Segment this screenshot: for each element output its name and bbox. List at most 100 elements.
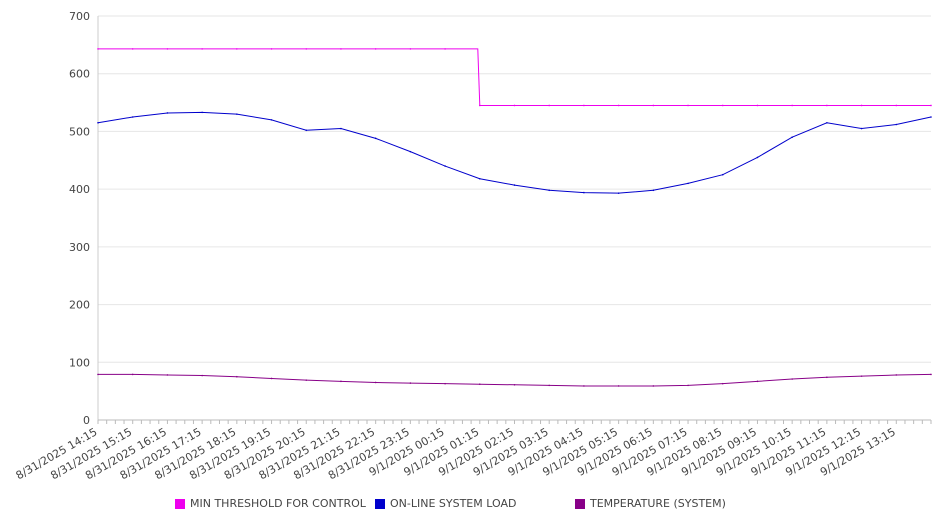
data-point: [201, 374, 203, 377]
data-point: [444, 165, 446, 167]
data-point: [131, 48, 134, 50]
data-point: [131, 116, 134, 118]
data-point: [826, 121, 828, 124]
y-tick-label: 0: [83, 414, 90, 427]
data-point: [374, 381, 377, 384]
legend-label: MIN THRESHOLD FOR CONTROL: [190, 497, 366, 510]
data-point: [236, 48, 238, 50]
data-point: [374, 137, 377, 140]
data-point: [930, 104, 932, 107]
data-point: [895, 123, 898, 126]
y-tick-label: 100: [69, 356, 90, 369]
data-point: [340, 127, 342, 130]
data-point: [652, 189, 655, 192]
data-point: [97, 121, 99, 124]
data-point: [548, 189, 551, 192]
data-point: [583, 385, 585, 387]
y-tick-label: 400: [69, 183, 90, 196]
data-point: [895, 104, 898, 107]
data-point: [756, 104, 759, 107]
data-point: [97, 373, 99, 376]
grid-lines: [98, 15, 931, 363]
data-point: [270, 119, 273, 121]
data-point: [687, 182, 689, 185]
data-point: [166, 48, 169, 50]
series-lines: [97, 48, 932, 387]
legend-swatch: [375, 498, 385, 509]
data-point: [548, 104, 551, 107]
data-point: [721, 382, 724, 385]
data-point: [652, 104, 655, 107]
data-point: [791, 378, 793, 380]
data-point: [305, 48, 308, 50]
data-point: [791, 104, 793, 107]
data-point: [166, 374, 169, 376]
legend-swatch: [175, 498, 185, 509]
y-tick-label: 200: [69, 299, 90, 312]
data-point: [687, 384, 689, 387]
data-point: [756, 156, 759, 159]
data-point: [270, 48, 273, 50]
data-point: [444, 382, 446, 385]
series-line-0: [98, 48, 931, 106]
legend: MIN THRESHOLD FOR CONTROL ON-LINE SYSTEM …: [0, 497, 946, 517]
data-point: [340, 380, 342, 383]
data-point: [617, 104, 620, 107]
data-point: [513, 104, 516, 107]
data-point: [548, 384, 551, 387]
data-point: [513, 184, 516, 186]
data-point: [478, 177, 481, 180]
y-tick-label: 500: [69, 125, 90, 138]
data-point: [409, 48, 412, 50]
data-point: [305, 129, 308, 132]
data-point: [340, 48, 342, 50]
chart-plot: 0 100 200 300 400 500 600 700 8/31/2025 14:158/…: [14, 10, 932, 482]
legend-item: TEMPERATURE (SYSTEM): [575, 497, 726, 510]
data-point: [409, 150, 412, 153]
data-point: [617, 192, 620, 194]
data-point: [444, 48, 446, 50]
series-line-1: [97, 111, 932, 194]
data-point: [478, 383, 481, 386]
axes: [97, 16, 932, 424]
data-point: [860, 104, 863, 107]
y-tick-label: 700: [69, 10, 90, 23]
data-point: [583, 104, 585, 107]
data-point: [374, 48, 377, 50]
data-point: [236, 375, 238, 378]
data-point: [791, 136, 793, 138]
data-point: [236, 113, 238, 115]
x-tick-labels: 8/31/2025 14:158/31/2025 15:158/31/2025 …: [14, 425, 898, 482]
y-tick-label: 600: [69, 68, 90, 81]
data-point: [409, 382, 412, 384]
data-point: [826, 104, 828, 107]
data-point: [930, 116, 932, 118]
legend-item: ON-LINE SYSTEM LOAD: [375, 497, 516, 510]
legend-label: ON-LINE SYSTEM LOAD: [390, 497, 517, 510]
data-point: [97, 48, 99, 50]
data-point: [201, 111, 203, 114]
data-point: [756, 380, 759, 383]
data-point: [652, 385, 655, 387]
data-point: [860, 375, 863, 377]
data-point: [166, 112, 169, 114]
data-point: [131, 373, 134, 376]
data-point: [270, 377, 273, 380]
y-tick-label: 300: [69, 241, 90, 254]
data-point: [617, 385, 620, 387]
data-point: [826, 376, 828, 379]
y-tick-labels: 0 100 200 300 400 500 600 700: [69, 10, 90, 427]
legend-swatch: [575, 498, 585, 509]
legend-label: TEMPERATURE (SYSTEM): [590, 497, 726, 510]
data-point: [930, 373, 932, 376]
data-point: [721, 173, 724, 176]
data-point: [860, 127, 863, 130]
data-point: [583, 191, 585, 194]
data-point: [513, 383, 516, 386]
legend-item: MIN THRESHOLD FOR CONTROL: [175, 497, 366, 510]
data-point: [305, 379, 308, 381]
data-point: [895, 374, 898, 376]
data-point: [201, 48, 203, 50]
data-point: [721, 104, 724, 107]
